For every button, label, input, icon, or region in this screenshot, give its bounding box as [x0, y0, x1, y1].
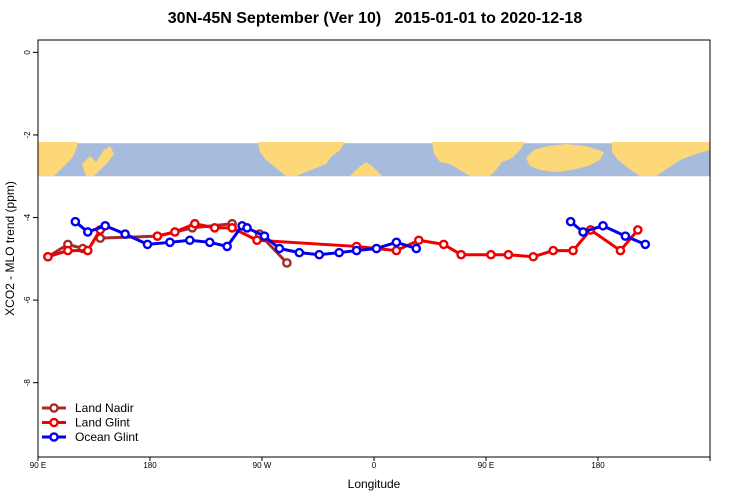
data-point: [351, 245, 362, 256]
legend-label-0: Land Nadir: [75, 401, 134, 415]
y-tick-label-4: -8: [23, 379, 32, 387]
y-tick-label-2: -4: [23, 213, 32, 221]
legend-swatch-marker: [49, 403, 59, 413]
data-point: [100, 220, 110, 231]
data-point: [548, 245, 559, 256]
map-land-4: [432, 142, 525, 176]
data-point: [391, 237, 402, 248]
data-point: [227, 223, 237, 233]
series-line-1-0: [47, 229, 102, 259]
x-tick-label-1: 180: [143, 461, 157, 470]
data-point: [282, 258, 292, 268]
data-point: [70, 216, 81, 227]
legend-item-1: Land Glint: [42, 416, 130, 430]
data-point: [222, 241, 232, 252]
data-point: [82, 245, 93, 256]
data-point: [185, 235, 195, 246]
data-point: [242, 223, 252, 233]
legend-swatch-marker: [49, 432, 59, 442]
data-point: [274, 243, 285, 254]
map-land-5: [526, 144, 604, 172]
data-point: [259, 231, 270, 241]
data-point: [189, 218, 200, 229]
series-ocean-glint: [70, 216, 651, 260]
x-axis: 90 E 180 90 W 0 90 E 180: [30, 457, 711, 470]
data-point: [620, 231, 631, 241]
legend-item-2: Ocean Glint: [42, 430, 139, 444]
data-point: [411, 243, 422, 254]
data-point: [528, 251, 539, 262]
data-point: [568, 245, 578, 256]
data-point: [486, 249, 496, 260]
x-tick-label-3: 0: [372, 461, 377, 470]
series-layer: [43, 216, 651, 268]
series-land-glint: [43, 218, 643, 262]
y-tick-label-3: -6: [23, 296, 32, 304]
data-point: [578, 227, 588, 237]
data-point: [640, 239, 651, 250]
data-point: [120, 229, 130, 239]
data-point: [615, 245, 626, 256]
data-point: [204, 237, 215, 248]
data-point: [170, 227, 180, 237]
data-point: [503, 249, 514, 260]
x-tick-label-0: 90 E: [30, 461, 46, 470]
map-land-3: [350, 162, 382, 176]
data-point: [209, 223, 220, 233]
data-point: [413, 235, 424, 246]
legend-swatch-marker: [49, 417, 59, 428]
map-land-0: [38, 142, 78, 176]
data-point: [391, 245, 402, 256]
y-tick-label-1: -2: [23, 131, 32, 139]
legend-label-2: Ocean Glint: [75, 430, 139, 444]
data-point: [598, 220, 608, 231]
y-axis-label: XCO2 - MLO trend (ppm): [3, 181, 17, 316]
y-axis: 0 -2 -4 -6 -8: [23, 50, 38, 387]
data-point: [43, 251, 53, 262]
x-axis-label: Longitude: [348, 477, 401, 491]
data-point: [63, 245, 73, 256]
x-tick-label-4: 90 E: [478, 461, 494, 470]
y-tick-label-0: 0: [23, 50, 32, 55]
data-point: [438, 239, 449, 250]
data-point: [252, 235, 262, 246]
data-point: [294, 247, 305, 258]
data-point: [456, 249, 466, 260]
data-point: [165, 237, 175, 248]
data-point: [142, 239, 153, 250]
legend-label-1: Land Glint: [75, 416, 130, 430]
x-tick-label-5: 180: [591, 461, 605, 470]
data-point: [633, 225, 643, 235]
data-point: [371, 243, 382, 254]
data-point: [314, 249, 325, 260]
legend-item-0: Land Nadir: [42, 401, 134, 415]
data-point: [82, 227, 93, 237]
x-tick-label-2: 90 W: [253, 461, 272, 470]
data-point: [152, 231, 163, 241]
map-land-6: [612, 142, 710, 176]
map-land-2: [258, 142, 345, 176]
data-point: [334, 247, 344, 258]
map-land-1: [82, 146, 114, 176]
data-point: [565, 216, 576, 227]
world-map-band: [38, 142, 710, 177]
chart-title: 30N-45N September (Ver 10) 2015-01-01 to…: [167, 10, 583, 27]
